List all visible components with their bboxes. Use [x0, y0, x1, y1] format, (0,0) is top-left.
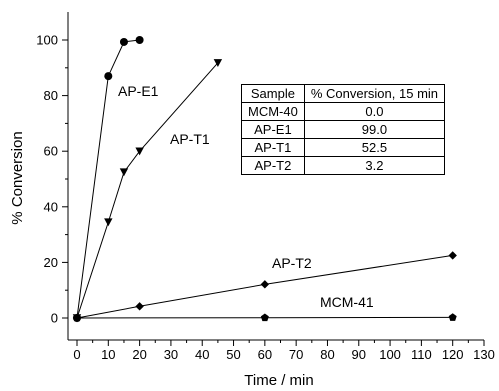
table-cell-sample: AP-E1 [241, 120, 305, 139]
y-tick-label: 80 [44, 88, 58, 103]
x-tick-label: 120 [442, 347, 464, 362]
data-point-diamond [260, 280, 270, 289]
x-axis-title: Time / min [244, 372, 313, 389]
data-point-pentagon [260, 313, 269, 322]
x-tick-label: 0 [73, 347, 80, 362]
table-row: AP-E1 99.0 [241, 120, 446, 139]
table-cell-conversion: 99.0 [303, 120, 446, 139]
table-cell-sample: MCM-40 [241, 102, 305, 121]
y-axis-title: % Conversion [9, 131, 26, 224]
data-point-triangle [119, 168, 129, 177]
table-cell-conversion: 3.2 [303, 156, 446, 175]
x-tick-label: 130 [473, 347, 495, 362]
series-layer [72, 36, 457, 323]
x-tick-label: 20 [132, 347, 146, 362]
data-point-triangle [135, 147, 144, 156]
axes: 0 10 20 30 40 50 60 70 80 90 100 110 120 130 0 20 40 60 80… [36, 12, 495, 362]
series-line [76, 254, 453, 319]
x-tick-label: 110 [411, 347, 432, 362]
data-point-triangle [213, 59, 223, 67]
y-tick-label: 100 [36, 33, 58, 48]
series-ap-t2 [72, 251, 457, 323]
table-row: AP-T1 52.5 [241, 138, 446, 157]
table-row: AP-T2 3.2 [241, 156, 446, 175]
table-cell-conversion: 52.5 [303, 138, 446, 157]
series-label-ap-e1: AP-E1 [118, 83, 159, 99]
x-tick-label: 90 [352, 347, 366, 362]
x-tick-label: 30 [164, 347, 178, 362]
series-line [76, 62, 219, 319]
table-cell-sample: AP-T1 [241, 138, 305, 157]
x-tick-label: 10 [101, 347, 115, 362]
data-point-circle [135, 36, 144, 44]
x-tick-label: 70 [289, 347, 303, 362]
series-label-ap-t1: AP-T1 [170, 131, 210, 147]
table-header-row: Sample % Conversion, 15 min [241, 84, 446, 103]
data-point-triangle [104, 218, 113, 227]
conversion-table: Sample % Conversion, 15 min MCM-40 0.0 A… [241, 84, 446, 175]
data-point-diamond [448, 251, 457, 260]
y-tick-label: 40 [44, 199, 58, 214]
x-tick-label: 60 [258, 347, 272, 362]
x-tick-label: 40 [195, 347, 209, 362]
series-label-mcm-41: MCM-41 [320, 294, 374, 310]
series-label-ap-t2: AP-T2 [272, 255, 312, 271]
table-header-conversion: % Conversion, 15 min [303, 84, 446, 103]
y-tick-label: 0 [51, 311, 58, 326]
y-tick-label: 20 [44, 255, 58, 270]
table-header-sample: Sample [241, 84, 305, 103]
data-point-pentagon [448, 313, 457, 321]
series-ap-t1 [72, 59, 223, 323]
series-mcm-41 [73, 313, 457, 322]
x-tick-label: 50 [226, 347, 240, 362]
y-tick-label: 60 [44, 144, 58, 159]
data-point-circle [119, 37, 128, 46]
data-point-diamond [135, 302, 144, 311]
data-point-circle [104, 72, 113, 81]
x-tick-label: 80 [320, 347, 334, 362]
series-ap-e1 [73, 36, 144, 322]
data-point-pentagon [73, 313, 81, 322]
table-row: MCM-40 0.0 [241, 102, 446, 121]
series-line [76, 39, 140, 319]
table-cell-conversion: 0.0 [303, 102, 446, 121]
table-cell-sample: AP-T2 [241, 156, 305, 175]
x-tick-label: 100 [379, 347, 401, 362]
